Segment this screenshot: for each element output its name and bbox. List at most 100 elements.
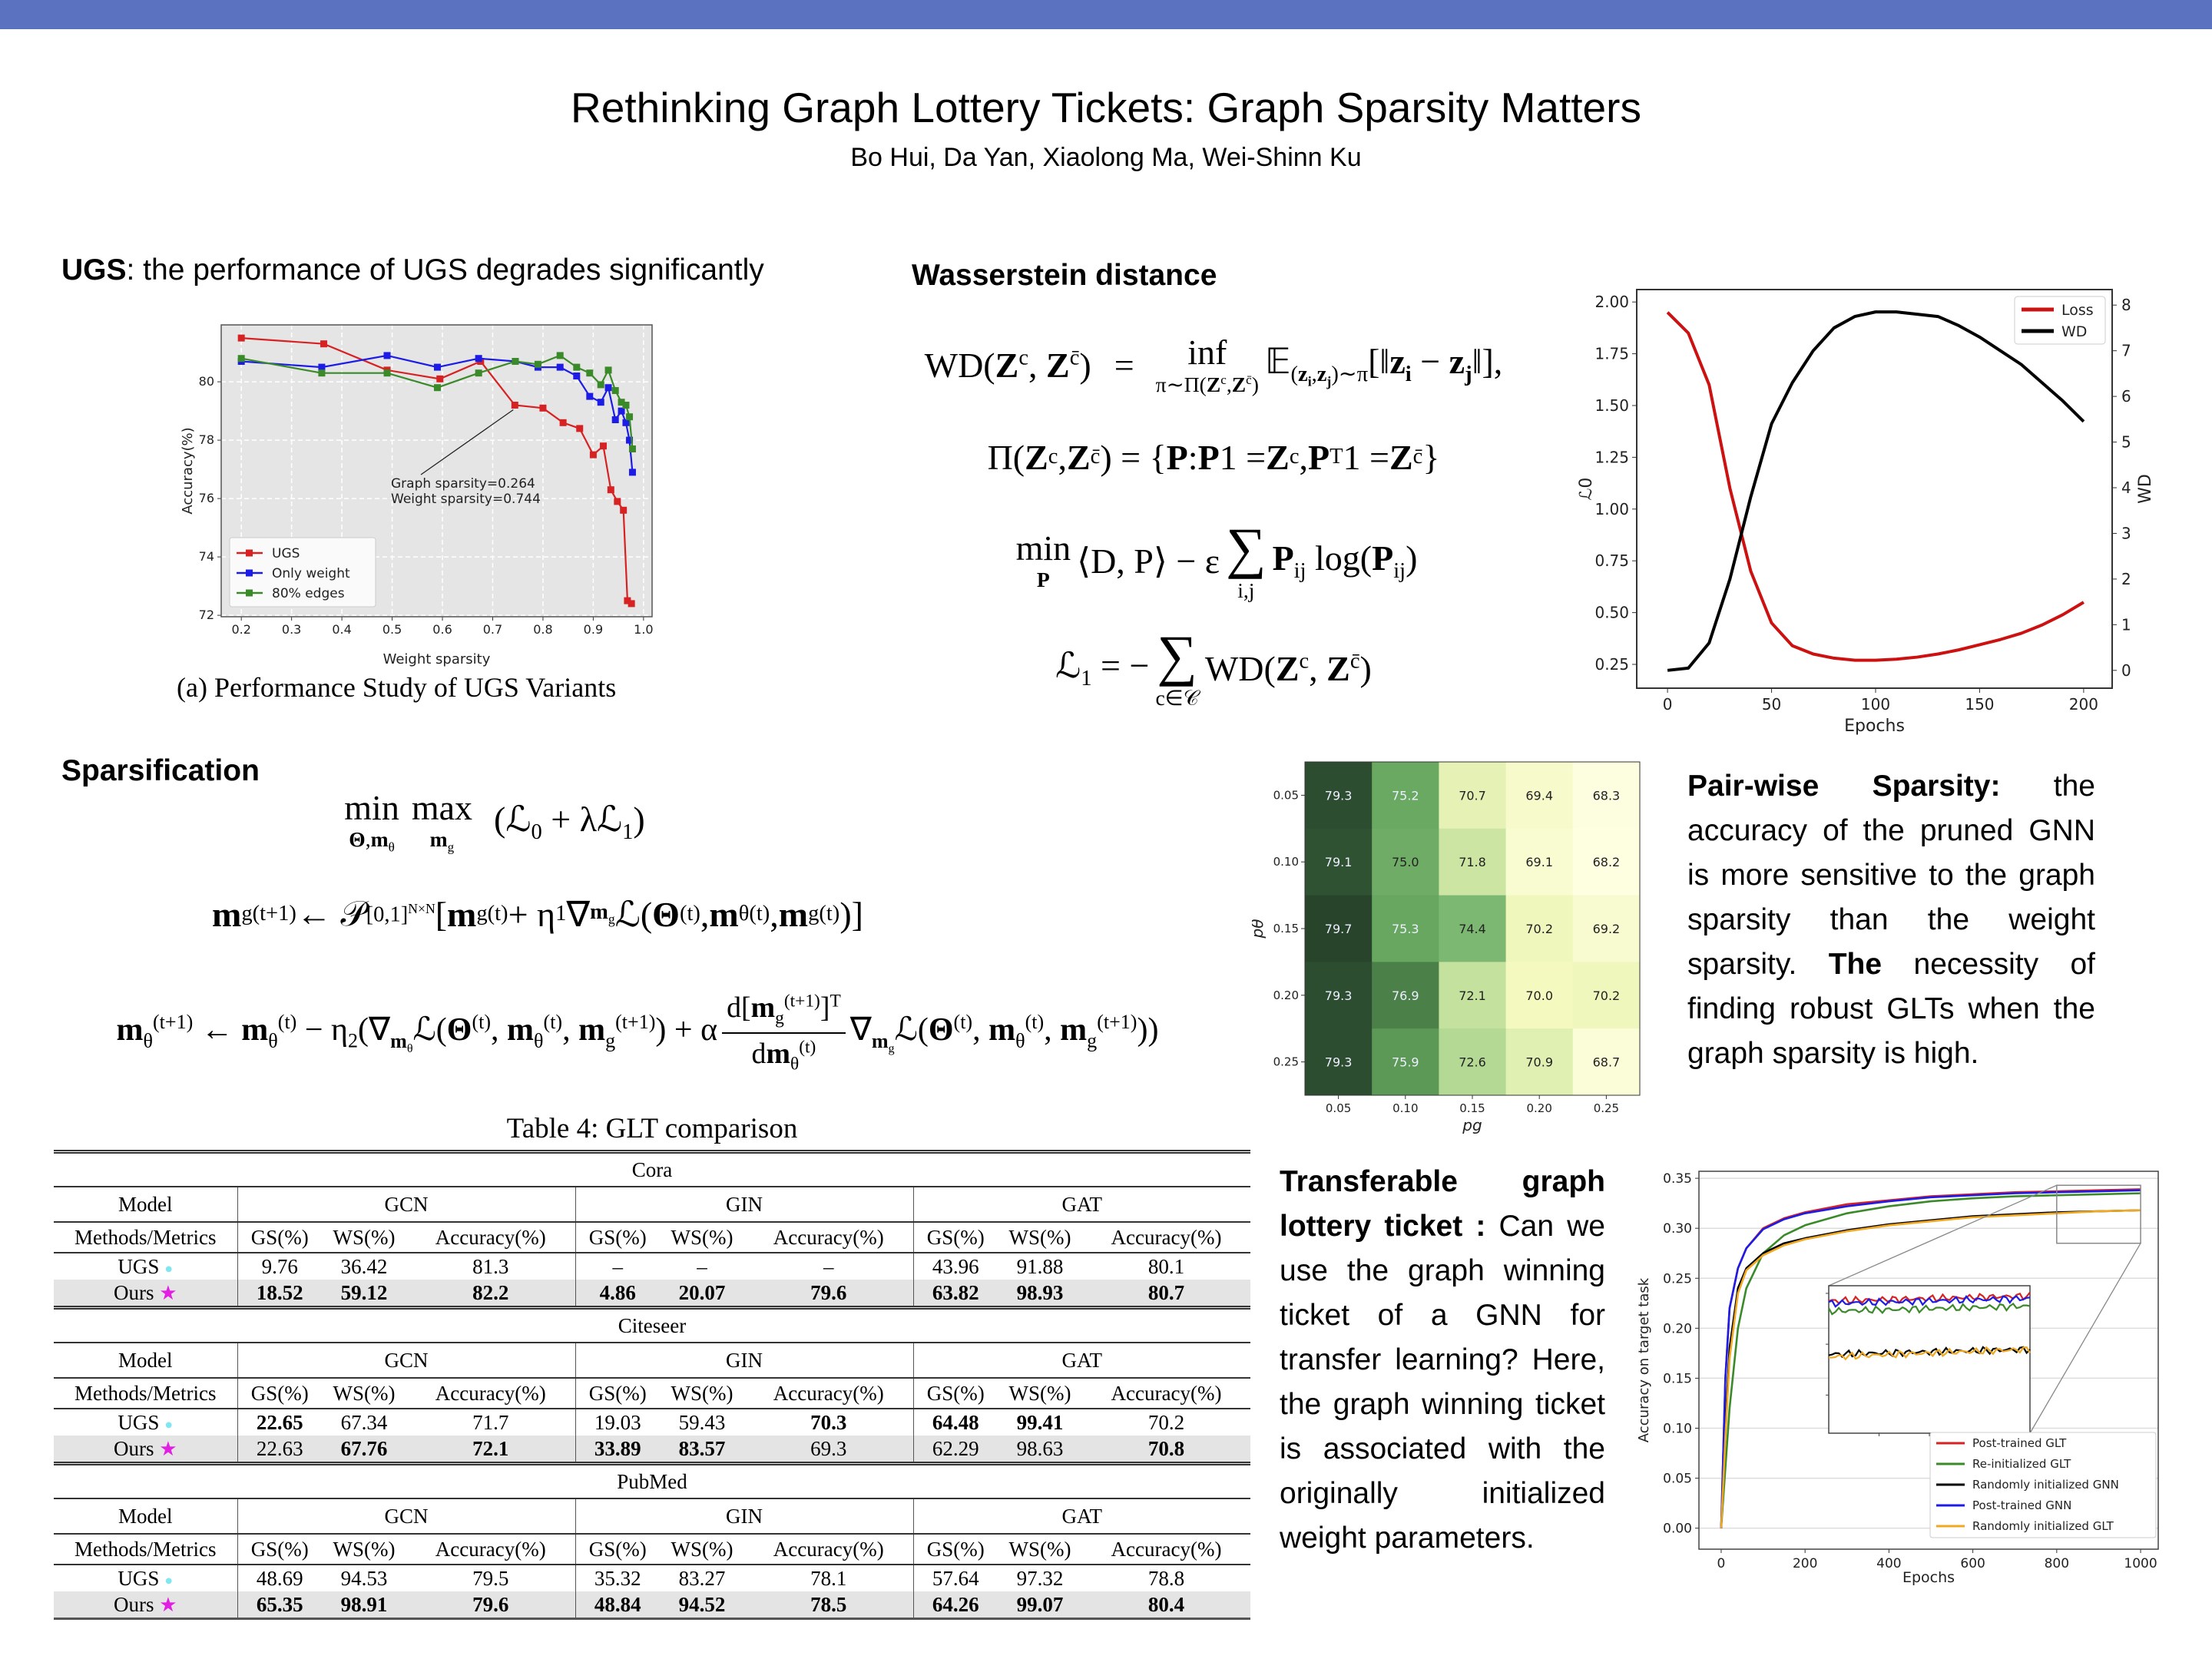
x-tick-label: 0 bbox=[1717, 1556, 1726, 1571]
poster-authors: Bo Hui, Da Yan, Xiaolong Ma, Wei-Shinn K… bbox=[850, 143, 1362, 172]
model-header-row: Model GCN GIN GAT bbox=[54, 1187, 1250, 1223]
table-cell: 80.4 bbox=[1082, 1591, 1250, 1620]
y-tick-label: 0.30 bbox=[1663, 1221, 1692, 1237]
table-cell: 70.3 bbox=[810, 1410, 847, 1434]
x-tick-label: 200 bbox=[1793, 1556, 1817, 1571]
eq-wd-inf-under: π∼Π(Zc,Zc̄) bbox=[1155, 372, 1259, 396]
poster-title: Rethinking Graph Lottery Tickets: Graph … bbox=[571, 84, 1641, 131]
transferable-paragraph: Transferable graph lottery ticket : Can … bbox=[1280, 1160, 1605, 1561]
y-right-tick-label: 6 bbox=[2121, 387, 2131, 406]
model-name: GCN bbox=[237, 1187, 575, 1223]
y-tick-label: 0.25 bbox=[1594, 655, 1629, 674]
method-name: Ours ★ bbox=[54, 1435, 237, 1465]
legend-label: Post-trained GLT bbox=[1972, 1436, 2067, 1450]
y-tick-label: 0.10 bbox=[1273, 855, 1299, 869]
table-cell: 97.32 bbox=[1016, 1566, 1064, 1590]
legend-label: UGS bbox=[272, 546, 300, 561]
table-cell: 19.03 bbox=[575, 1409, 660, 1435]
method-name: UGS ● bbox=[118, 1566, 174, 1590]
table-cell: 79.6 bbox=[406, 1591, 575, 1620]
y-tick-label: 0.05 bbox=[1273, 788, 1299, 802]
heatmap-cell bbox=[1372, 962, 1439, 1029]
data-point bbox=[624, 597, 631, 604]
data-point bbox=[539, 404, 547, 412]
data-point bbox=[237, 334, 245, 342]
table-cell: 91.88 bbox=[1016, 1254, 1064, 1278]
x-tick-label: 0 bbox=[1663, 695, 1673, 714]
sparsification-heading: Sparsification bbox=[61, 754, 260, 787]
top-banner-bar bbox=[0, 0, 2212, 29]
plot-frame bbox=[1698, 1171, 2159, 1550]
y-tick-label: 1.75 bbox=[1594, 345, 1629, 363]
x-axis-label: Epochs bbox=[1902, 1569, 1955, 1586]
method-name: UGS ● bbox=[118, 1410, 174, 1434]
glt-comparison-table: Cora Model GCN GIN GAT Methods/Metrics GS(%) WS… bbox=[54, 1150, 1250, 1620]
heatmap-cell bbox=[1305, 1028, 1373, 1096]
eq-wd-inf-op: inf bbox=[1187, 332, 1227, 372]
magenta-star-icon: ★ bbox=[159, 1593, 177, 1616]
metrics-header-row: Methods/Metrics GS(%) WS(%) Accuracy(%) GS(%… bbox=[54, 1534, 1250, 1565]
table-row: UGS ● 22.65 67.34 71.7 19.03 59.43 70.3 64.48 99… bbox=[54, 1409, 1250, 1435]
metric-header: GS(%) bbox=[237, 1222, 322, 1253]
heatmap-cell-label: 79.3 bbox=[1325, 788, 1353, 803]
data-point bbox=[620, 506, 628, 514]
model-label: Model bbox=[54, 1343, 237, 1379]
x-tick-label: 0.25 bbox=[1594, 1101, 1619, 1115]
y-axis-label: pθ bbox=[1252, 919, 1267, 939]
table-cell: 71.7 bbox=[472, 1410, 509, 1434]
pairwise-bold-the: The bbox=[1828, 948, 1883, 981]
table-cell: 72.1 bbox=[406, 1435, 575, 1465]
y-tick-label: 1.25 bbox=[1594, 448, 1629, 466]
eq-sink-mid: ⟨D, P⟩ − ε bbox=[1077, 541, 1220, 581]
table-cell: – bbox=[823, 1254, 834, 1278]
x-tick-label: 600 bbox=[1960, 1556, 1985, 1571]
heatmap-cell-label: 70.0 bbox=[1525, 988, 1553, 1003]
eq-minmax-rest: (ℒ0 + λℒ1) bbox=[494, 800, 645, 845]
zoom-connector bbox=[2029, 1243, 2141, 1434]
table-cell: 94.52 bbox=[660, 1591, 744, 1620]
series-line-randomly-initialized-glt bbox=[1720, 1209, 2141, 1528]
inset-series-line bbox=[1828, 1295, 2031, 1308]
annotation-line-2: Weight sparsity=0.744 bbox=[391, 492, 541, 507]
data-point bbox=[576, 425, 584, 432]
magenta-star-icon: ★ bbox=[159, 1437, 177, 1460]
y-tick-label: 0.00 bbox=[1663, 1522, 1692, 1537]
dataset-name: PubMed bbox=[54, 1462, 1250, 1499]
ugs-heading: UGS: the performance of UGS degrades sig… bbox=[61, 253, 764, 287]
x-tick-label: 0.8 bbox=[533, 622, 552, 637]
data-point bbox=[611, 416, 619, 423]
heatmap-cell bbox=[1572, 895, 1641, 962]
y-tick-label: 0.25 bbox=[1273, 1055, 1299, 1069]
x-tick-label: 200 bbox=[2069, 695, 2098, 714]
data-point bbox=[586, 369, 594, 377]
x-tick-label: 0.10 bbox=[1392, 1101, 1418, 1115]
dataset-name: Citeseer bbox=[54, 1306, 1250, 1343]
cyan-dot-icon: ● bbox=[164, 1416, 174, 1432]
y-tick-label: 0.10 bbox=[1663, 1422, 1692, 1437]
method-name: UGS ● bbox=[118, 1254, 174, 1278]
metric-header: WS(%) bbox=[660, 1222, 744, 1253]
metric-header: GS(%) bbox=[575, 1378, 660, 1409]
method-name: Ours ★ bbox=[54, 1591, 237, 1620]
model-name: GAT bbox=[912, 1343, 1250, 1379]
series-line-loss bbox=[1666, 311, 2085, 662]
table-cell: 99.41 bbox=[1016, 1410, 1064, 1434]
heatmap-cell bbox=[1439, 828, 1507, 896]
table-cell: 57.64 bbox=[912, 1565, 998, 1591]
x-tick-label: 50 bbox=[1762, 695, 1781, 714]
legend-label: Re-initialized GLT bbox=[1972, 1457, 2071, 1471]
x-tick-label: 0.6 bbox=[432, 622, 452, 637]
table-cell: 9.76 bbox=[237, 1253, 322, 1280]
heatmap-cell bbox=[1305, 828, 1373, 896]
table-cell: 67.76 bbox=[322, 1435, 406, 1465]
heatmap-cell-label: 79.3 bbox=[1325, 1055, 1353, 1070]
inset-plot-frame bbox=[1828, 1285, 2031, 1434]
heatmap-cell-label: 72.1 bbox=[1459, 988, 1486, 1003]
equation-graph-mask-update: m g (t+1) ← 𝒫 [0,1]N×N [m g (t) + η 1 ∇ mg ℒ(Θ (t)… bbox=[212, 893, 863, 935]
table-cell: 78.1 bbox=[810, 1566, 847, 1590]
equation-minmax-objective: min Θ,mθ max mg (ℒ0 + λℒ1) bbox=[230, 783, 753, 860]
ugs-chart-caption: (a) Performance Study of UGS Variants bbox=[177, 672, 617, 703]
model-label: Model bbox=[54, 1498, 237, 1535]
table-cell: 78.8 bbox=[1147, 1566, 1185, 1590]
data-point bbox=[383, 352, 391, 359]
